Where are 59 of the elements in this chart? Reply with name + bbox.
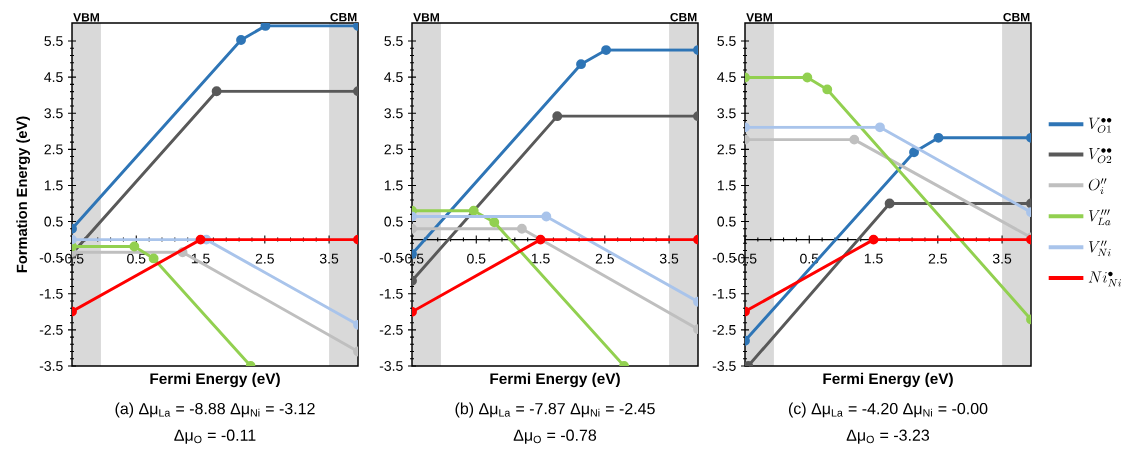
y-tick-label: 4.5 [44, 72, 63, 83]
legend-label: $Ni_{Ni}^{\bullet}$ [1088, 271, 1122, 287]
legend-label: $V_{O2}^{\bullet\bullet}$ [1088, 148, 1112, 164]
text: (a) Δμ$_{La}$ = -8.88 Δμ$_{Ni}$ = -3.12 [115, 402, 315, 418]
y-tick-label: 5.5 [44, 36, 63, 46]
y-tick-label: 0.5 [44, 216, 63, 227]
band-label: CBM [1003, 12, 1030, 22]
x-tick-label: 2.5 [928, 253, 947, 264]
y-axis-title: Formation Energy (eV) [16, 116, 31, 273]
band-label: VBM [746, 13, 772, 22]
x-tick-label: 2.5 [255, 253, 274, 264]
x-tick-label: 3.5 [992, 253, 1012, 264]
y-tick-label: -1.5 [379, 288, 403, 299]
legend-label: $O_{i}^{\prime\prime}$ [1088, 178, 1107, 195]
y-tick-label: 2.5 [44, 144, 63, 155]
y-tick-label: 0.5 [384, 216, 403, 227]
y-tick-label: -2.5 [39, 324, 63, 335]
y-tick-label: 1.5 [44, 180, 63, 191]
y-tick-label: 4.5 [717, 72, 736, 83]
y-tick-label: 4.5 [384, 72, 403, 83]
y-tick-label: 3.5 [44, 108, 63, 119]
y-tick-label: 3.5 [717, 108, 736, 119]
y-tick-label: 5.5 [717, 36, 736, 46]
legend-label: $V_{La}^{\prime\prime\prime}$ [1088, 209, 1111, 226]
y-tick-label: -1.5 [39, 288, 63, 299]
x-tick-label: 1.5 [531, 253, 550, 264]
x-tick-label: 0.5 [127, 253, 146, 264]
y-tick-label: -2.5 [379, 324, 403, 335]
y-tick-label: 2.5 [717, 144, 736, 155]
y-tick-label: 3.5 [384, 108, 403, 119]
x-tick-label: 1.5 [864, 253, 883, 264]
legend-label: $V_{Ni}^{\prime\prime}$ [1088, 240, 1111, 257]
x-axis-title: Fermi Energy (eV) [823, 372, 953, 388]
x-tick-label: 2.5 [595, 253, 614, 264]
x-tick-label: 3.5 [319, 253, 339, 264]
text: (c) Δμ$_{La}$ = -4.20 Δμ$_{Ni}$ = -0.00 [788, 402, 988, 418]
y-tick-label: -3.5 [39, 361, 63, 371]
band-label: CBM [670, 12, 697, 22]
text: Δμ$_{O}$ = -0.78 [513, 429, 597, 444]
y-tick-label: 0.5 [717, 216, 736, 227]
band-label: CBM [330, 12, 357, 22]
x-tick-label: 0.5 [467, 253, 486, 264]
legend-label: $V_{O1}^{\bullet\bullet}$ [1088, 117, 1112, 133]
x-axis-title: Fermi Energy (eV) [150, 372, 280, 388]
text: Δμ$_{O}$ = -3.23 [846, 429, 930, 444]
x-tick-label: 3.5 [659, 253, 679, 264]
y-tick-label: -3.5 [379, 361, 403, 371]
y-tick-label: -2.5 [712, 324, 736, 335]
y-tick-label: 5.5 [384, 36, 403, 46]
y-tick-label: -1.5 [712, 288, 736, 299]
band-label: VBM [413, 13, 439, 22]
y-tick-label: 1.5 [384, 180, 403, 191]
band-label: VBM [73, 13, 100, 22]
y-tick-label: 2.5 [384, 144, 403, 155]
text: (b) Δμ$_{La}$ = -7.87 Δμ$_{Ni}$ = -2.45 [455, 402, 655, 418]
y-tick-label: 1.5 [717, 180, 736, 191]
x-axis-title: Fermi Energy (eV) [490, 372, 620, 388]
y-tick-label: -3.5 [712, 361, 736, 371]
text: Δμ$_{O}$ = -0.11 [174, 429, 256, 444]
